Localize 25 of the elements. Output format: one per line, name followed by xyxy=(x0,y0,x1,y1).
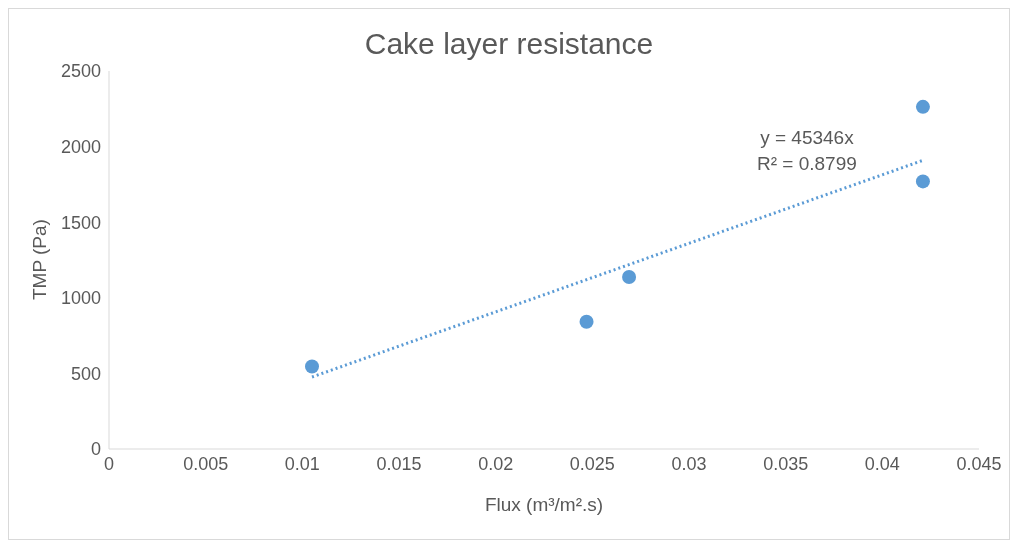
y-tick-label: 2000 xyxy=(60,136,101,157)
equation-note: y = 45346x R² = 0.8799 xyxy=(757,126,857,176)
y-tick-label: 1000 xyxy=(60,288,101,309)
point xyxy=(915,174,930,189)
y-tick-label: 1500 xyxy=(60,212,101,233)
y-tick-label: 2500 xyxy=(60,61,101,82)
y-axis-title: TMP (Pa) xyxy=(28,219,50,300)
x-axis-title: Flux (m³/m².s) xyxy=(484,494,604,515)
point xyxy=(622,269,637,284)
point xyxy=(915,99,930,114)
x-tick-label: 0.04 xyxy=(864,453,900,474)
point xyxy=(579,314,594,329)
x-tick-label: 0.035 xyxy=(763,453,809,474)
point xyxy=(305,359,319,374)
chart-title: Cake layer resistance xyxy=(363,27,655,61)
x-tick-label: 0 xyxy=(103,453,115,474)
x-tick-label: 0.005 xyxy=(183,453,229,474)
x-tick-label: 0.025 xyxy=(569,453,615,474)
x-tick-label: 0.015 xyxy=(376,453,422,474)
y-tick-label: 500 xyxy=(70,363,101,384)
y-tick-label: 0 xyxy=(90,439,101,460)
x-tick-label: 0.045 xyxy=(956,453,1002,474)
x-tick-label: 0.03 xyxy=(671,453,707,474)
x-tick-label: 0.02 xyxy=(478,453,514,474)
x-tick-label: 0.01 xyxy=(284,453,320,474)
